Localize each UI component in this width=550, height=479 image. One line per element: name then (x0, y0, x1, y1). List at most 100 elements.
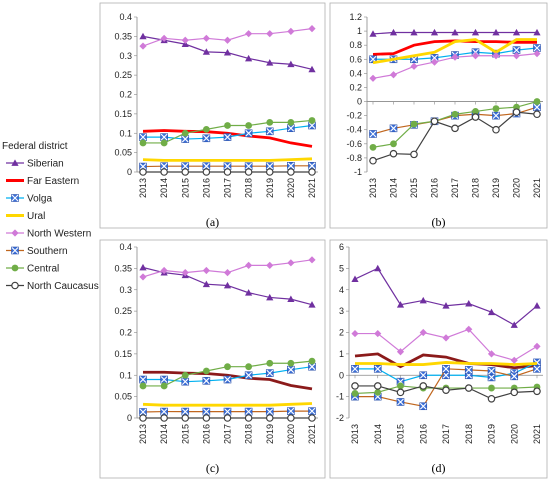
y-tick-label: 0.15 (114, 109, 132, 119)
x-tick-label: 2013 (138, 178, 148, 198)
data-point (266, 261, 274, 269)
data-point (266, 30, 274, 38)
data-point (308, 414, 316, 422)
data-point (351, 382, 359, 390)
data-point (487, 350, 496, 358)
data-point (308, 117, 316, 124)
data-point (202, 168, 211, 176)
data-point (465, 325, 473, 333)
y-tick-label: 1 (339, 349, 344, 359)
legend-marker (11, 194, 19, 202)
y-tick-label: 1.2 (349, 12, 362, 22)
data-point-cross (442, 365, 450, 373)
data-point (419, 371, 428, 380)
legend-marker (11, 264, 19, 272)
series-line (372, 38, 537, 65)
series-north-caucasus (369, 108, 541, 165)
data-point (181, 36, 189, 44)
data-point-cross (419, 402, 427, 410)
data-point (487, 394, 496, 403)
data-point (202, 266, 210, 275)
data-point (510, 372, 519, 381)
data-point (369, 130, 377, 138)
data-point-cross (510, 372, 518, 380)
data-point (266, 293, 274, 301)
data-point (451, 53, 459, 61)
data-point (510, 356, 518, 364)
y-tick-label: -0.6 (346, 139, 362, 149)
x-tick-label: 2016 (201, 424, 211, 444)
chart-panel-4: -2 -1 0 1 2 3 4 5 6 2013 2014 2015 2016 2017 2018 2019 2… (329, 239, 548, 479)
legend-label: Ural (27, 211, 45, 222)
data-point (287, 359, 295, 367)
legend-title: Federal district (2, 141, 68, 152)
data-point (374, 388, 382, 396)
data-point (533, 50, 541, 58)
data-point-cross (513, 46, 520, 54)
data-point (373, 382, 382, 390)
data-point (245, 30, 253, 38)
data-point (202, 280, 210, 288)
series-volga (139, 362, 316, 386)
data-point-cross (308, 122, 316, 129)
data-point-cross (245, 408, 253, 415)
legend-label: Volga (27, 194, 52, 205)
data-point (223, 168, 232, 176)
data-point (287, 259, 295, 267)
data-point (244, 168, 253, 176)
series-central (139, 357, 316, 390)
data-point (139, 42, 147, 50)
panel-frame (99, 239, 326, 479)
data-point (139, 408, 147, 416)
x-tick-label: 2019 (265, 424, 275, 444)
series-north-western (139, 256, 316, 281)
series-siberian (351, 264, 541, 328)
data-point-cross (533, 365, 541, 373)
data-point (351, 329, 359, 338)
data-point (512, 52, 521, 60)
data-point (181, 377, 190, 386)
series-north-western (369, 50, 541, 82)
data-point-cross (533, 103, 541, 111)
data-point (245, 363, 253, 371)
x-tick-label: 2014 (389, 178, 399, 198)
series-central (139, 117, 316, 147)
x-tick-label: 2020 (512, 178, 522, 198)
legend-item: Far Eastern (6, 176, 79, 187)
data-point (265, 127, 274, 136)
y-tick-label: 0.4 (349, 68, 362, 78)
x-tick-label: 2017 (450, 178, 460, 198)
x-tick-label: 2013 (350, 424, 360, 444)
x-tick-label: 2016 (430, 178, 440, 198)
data-point (224, 363, 231, 371)
y-tick-label: 0.05 (114, 392, 132, 402)
data-point (202, 134, 211, 143)
data-point (244, 129, 253, 138)
y-tick-label: 0.8 (349, 40, 362, 50)
legend-marker-cross (11, 194, 19, 202)
data-point (510, 321, 518, 328)
y-tick-label: 0 (357, 97, 362, 107)
y-tick-label: 6 (339, 242, 344, 252)
data-point (181, 129, 189, 137)
data-point (430, 117, 439, 126)
x-tick-label: 2020 (509, 424, 519, 444)
y-tick-label: 0.3 (119, 285, 132, 295)
legend-item: North Western (6, 229, 91, 240)
data-point-cross (181, 135, 189, 143)
x-tick-label: 2019 (491, 178, 501, 198)
data-point (396, 348, 405, 356)
data-point-cross (181, 162, 189, 170)
y-tick-label: 4 (339, 285, 344, 295)
legend-item: Siberian (6, 159, 64, 170)
x-tick-label: 2016 (201, 178, 211, 198)
data-point (160, 139, 168, 147)
data-point (287, 168, 295, 176)
data-point-cross (397, 398, 404, 406)
data-point (472, 108, 479, 115)
data-point-cross (492, 112, 500, 120)
data-point (442, 302, 450, 309)
data-point-cross (465, 366, 473, 374)
data-point (223, 162, 232, 170)
data-point (139, 263, 147, 271)
